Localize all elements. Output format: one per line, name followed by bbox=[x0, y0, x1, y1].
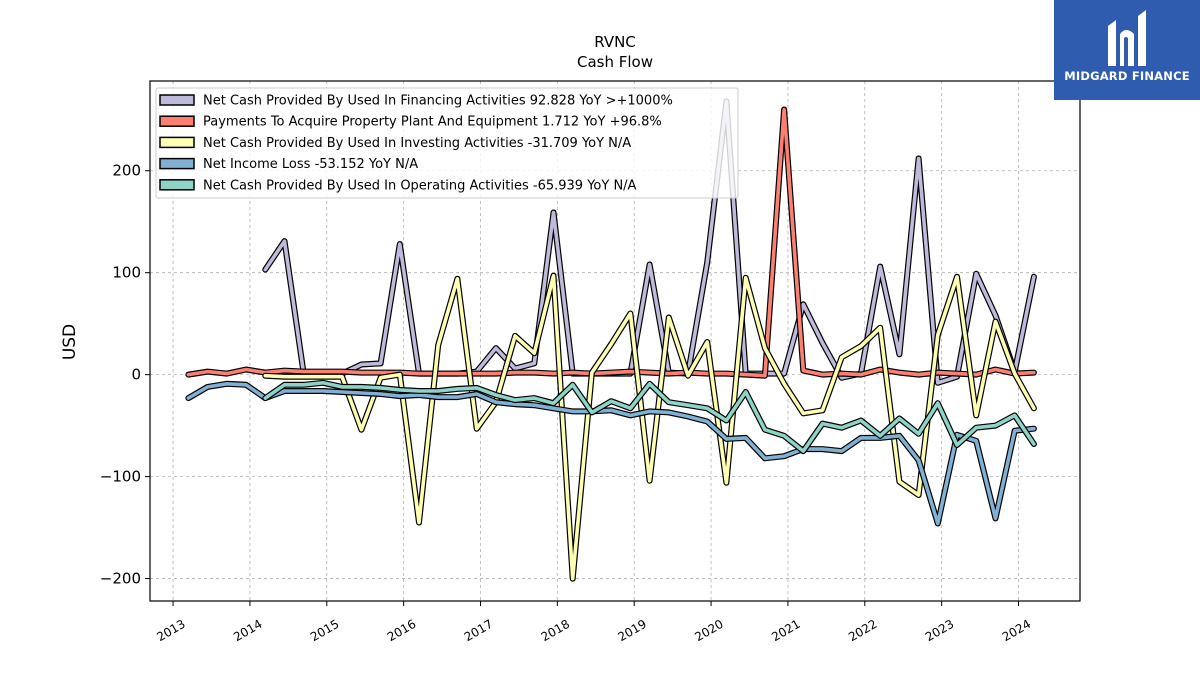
series-outline bbox=[262, 272, 1037, 582]
series-1-line bbox=[262, 98, 1037, 386]
y-tick-label: −100 bbox=[100, 468, 141, 486]
x-tick-label: 2015 bbox=[308, 617, 341, 644]
legend-swatch bbox=[159, 157, 195, 170]
y-tick-label: 100 bbox=[112, 264, 141, 282]
brand-mark-icon bbox=[1108, 10, 1146, 66]
x-tick-label: 2020 bbox=[692, 617, 725, 644]
series-2-line bbox=[185, 106, 1037, 379]
y-tick-label: 0 bbox=[131, 366, 141, 384]
legend-box bbox=[155, 87, 739, 199]
series-3-line bbox=[262, 272, 1037, 582]
legend-swatch bbox=[159, 136, 195, 149]
legend-entry-label: Net Cash Provided By Used In Investing A… bbox=[203, 136, 631, 151]
series-stroke bbox=[263, 99, 1036, 385]
plot-frame bbox=[149, 80, 1081, 602]
x-tick-label: 2019 bbox=[615, 617, 648, 644]
series-stroke bbox=[186, 381, 1036, 526]
brand-name: MIDGARD FINANCE bbox=[1064, 69, 1190, 83]
legend-entry-label: Net Cash Provided By Used In Financing A… bbox=[203, 94, 673, 109]
series-4-line bbox=[185, 380, 1037, 527]
x-tick-label: 2016 bbox=[385, 617, 418, 644]
x-tick-label: 2024 bbox=[1000, 617, 1033, 644]
brand-logo: MIDGARD FINANCE bbox=[1054, 0, 1200, 100]
series-5-line bbox=[262, 379, 1037, 455]
x-tick-label: 2022 bbox=[846, 617, 879, 644]
legend-swatch bbox=[159, 94, 195, 106]
legend-entry-label: Net Cash Provided By Used In Operating A… bbox=[203, 178, 637, 193]
legend-swatch bbox=[159, 115, 195, 127]
series-stroke bbox=[186, 107, 1036, 378]
x-tick-label: 2013 bbox=[154, 617, 187, 644]
axis-ticks: −200 −100 0 100 200 2013 2014 2015 2016 2017 2018 2… bbox=[100, 162, 1033, 645]
y-tick-label: 200 bbox=[112, 162, 141, 180]
chart-title: RVNC bbox=[594, 33, 636, 51]
legend-entry-label: Net Income Loss -53.152 YoY N/A bbox=[203, 157, 418, 172]
x-tick-label: 2017 bbox=[462, 617, 495, 644]
x-tick-label: 2018 bbox=[539, 617, 572, 644]
series-layer bbox=[185, 98, 1037, 582]
y-axis-label: USD bbox=[60, 324, 80, 360]
chart-subtitle: Cash Flow bbox=[577, 53, 653, 71]
y-tick-label: −200 bbox=[100, 570, 141, 588]
x-tick-label: 2014 bbox=[231, 617, 264, 644]
legend: Net Cash Provided By Used In Financing A… bbox=[155, 87, 739, 199]
legend-entry-label: Payments To Acquire Property Plant And E… bbox=[203, 115, 662, 130]
series-stroke bbox=[263, 273, 1036, 581]
legend-swatch bbox=[159, 179, 195, 191]
series-outline bbox=[185, 380, 1037, 527]
series-stroke bbox=[263, 380, 1036, 453]
x-tick-label: 2023 bbox=[923, 617, 956, 644]
x-tick-label: 2021 bbox=[769, 617, 802, 644]
